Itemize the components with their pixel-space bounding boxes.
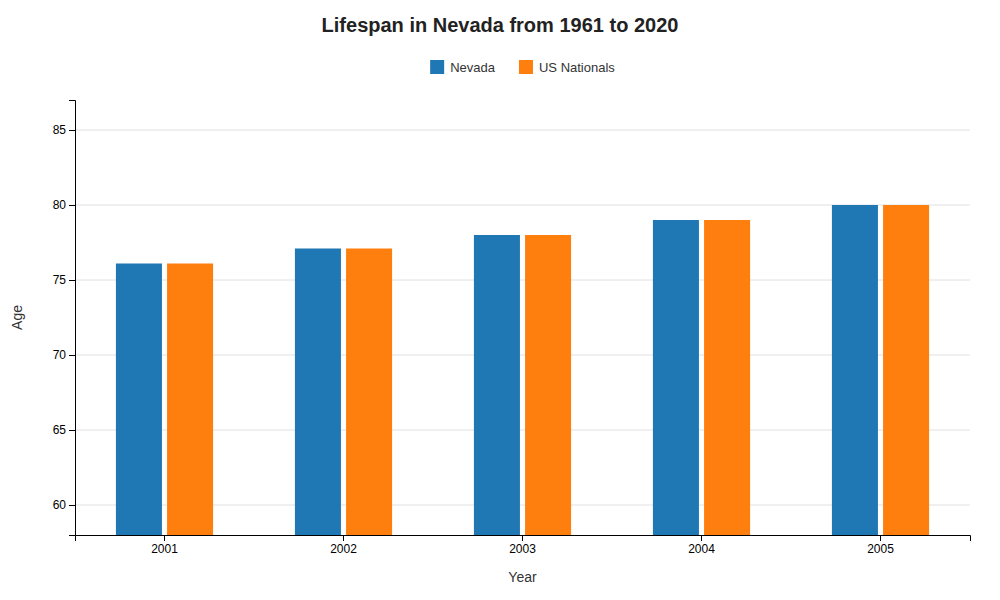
y-tick-label: 70 bbox=[53, 348, 67, 362]
y-tick: 80 bbox=[53, 198, 75, 212]
bar-series bbox=[116, 205, 878, 535]
y-tick-mark bbox=[69, 430, 75, 431]
x-tick: 2001 bbox=[151, 535, 178, 556]
x-tick-mark bbox=[701, 535, 702, 541]
x-tick-label: 2005 bbox=[867, 542, 894, 556]
bars bbox=[116, 205, 929, 535]
bar bbox=[704, 220, 750, 535]
y-tick-mark bbox=[69, 280, 75, 281]
x-tick-mark bbox=[880, 535, 881, 541]
x-tick: 2002 bbox=[330, 535, 357, 556]
bar bbox=[653, 220, 699, 535]
bar bbox=[295, 249, 341, 536]
plot-area: 60 65 70 75 80 85 2001 2002 2003 2004 2005 bbox=[53, 101, 971, 556]
y-tick-label: 60 bbox=[53, 498, 67, 512]
x-tick-label: 2004 bbox=[688, 542, 715, 556]
legend-item: Nevada bbox=[430, 60, 496, 75]
legend-swatch bbox=[519, 60, 533, 74]
bar bbox=[474, 235, 520, 535]
y-tick-mark bbox=[69, 355, 75, 356]
x-tick: 2005 bbox=[867, 535, 894, 556]
bar bbox=[832, 205, 878, 535]
y-tick-label: 85 bbox=[53, 123, 67, 137]
x-tick-label: 2001 bbox=[151, 542, 178, 556]
bar bbox=[346, 249, 392, 536]
y-axis-line bbox=[69, 101, 76, 536]
y-tick: 65 bbox=[53, 423, 75, 437]
bar-series bbox=[167, 205, 929, 535]
x-axis-line bbox=[76, 536, 971, 542]
x-tick-mark bbox=[343, 535, 344, 541]
y-tick-mark bbox=[69, 130, 75, 131]
chart-svg: Lifespan in Nevada from 1961 to 2020 60 65… bbox=[0, 0, 1000, 600]
x-tick-label: 2003 bbox=[509, 542, 536, 556]
x-tick-label: 2002 bbox=[330, 542, 357, 556]
chart-container: Lifespan in Nevada from 1961 to 2020 60 65… bbox=[0, 0, 1000, 600]
legend-swatch bbox=[430, 60, 444, 74]
y-tick-label: 65 bbox=[53, 423, 67, 437]
x-tick-mark bbox=[164, 535, 165, 541]
y-tick-mark bbox=[69, 505, 75, 506]
bar bbox=[167, 264, 213, 536]
y-axis: 60 65 70 75 80 85 bbox=[53, 101, 76, 536]
grid-line bbox=[75, 130, 970, 131]
legend: Nevada US Nationals bbox=[430, 60, 615, 75]
bar bbox=[883, 205, 929, 535]
y-tick: 85 bbox=[53, 123, 75, 137]
y-tick: 70 bbox=[53, 348, 75, 362]
x-axis: 2001 2002 2003 2004 2005 bbox=[76, 535, 971, 556]
bar bbox=[525, 235, 571, 535]
x-tick: 2003 bbox=[509, 535, 536, 556]
y-tick: 60 bbox=[53, 498, 75, 512]
x-axis-label: Year bbox=[508, 569, 537, 585]
x-tick-mark bbox=[522, 535, 523, 541]
x-tick: 2004 bbox=[688, 535, 715, 556]
y-tick-label: 80 bbox=[53, 198, 67, 212]
y-tick: 75 bbox=[53, 273, 75, 287]
y-axis-label: Age bbox=[9, 305, 25, 330]
legend-item: US Nationals bbox=[519, 60, 615, 75]
legend-label: US Nationals bbox=[539, 60, 615, 75]
y-tick-label: 75 bbox=[53, 273, 67, 287]
bar bbox=[116, 264, 162, 536]
title: Lifespan in Nevada from 1961 to 2020 bbox=[322, 14, 679, 36]
legend-label: Nevada bbox=[450, 60, 496, 75]
y-tick-mark bbox=[69, 205, 75, 206]
